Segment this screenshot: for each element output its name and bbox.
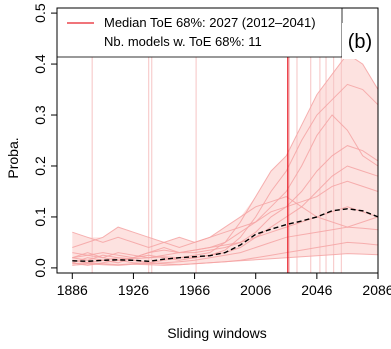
model-line <box>72 196 379 249</box>
y-tick-label: 0.2 <box>32 156 48 176</box>
model-line <box>72 226 379 266</box>
model-line <box>72 253 379 266</box>
legend-entry-1: Median ToE 68%: 2027 (2012–2041) <box>104 15 316 30</box>
y-axis: 0.0 0.1 0.2 0.3 0.4 0.5 <box>32 3 57 278</box>
model-line <box>72 206 379 259</box>
model-line <box>72 114 379 259</box>
uncertainty-band <box>72 53 379 266</box>
y-tick-label: 0.3 <box>32 105 48 125</box>
x-tick-label: 2086 <box>362 282 391 298</box>
y-tick-label: 0.0 <box>32 258 48 278</box>
x-axis-title: Sliding windows <box>167 325 267 341</box>
x-tick-label: 1886 <box>57 282 88 298</box>
y-tick-label: 0.1 <box>32 207 48 227</box>
x-tick-label: 2006 <box>240 282 271 298</box>
legend: Median ToE 68%: 2027 (2012–2041) Nb. mod… <box>56 7 343 58</box>
band-area <box>72 53 379 266</box>
x-tick-label: 1926 <box>118 282 149 298</box>
x-axis: 1886 1926 1966 2006 2046 2086 <box>57 273 391 298</box>
y-axis-title: Proba. <box>5 137 21 178</box>
panel-label-box <box>342 23 379 59</box>
model-line <box>72 180 379 249</box>
median-curve <box>72 208 379 263</box>
legend-entry-2: Nb. models w. ToE 68%: 11 <box>104 34 262 49</box>
y-tick-label: 0.4 <box>32 54 48 74</box>
x-tick-label: 2046 <box>301 282 332 298</box>
x-tick-label: 1966 <box>179 282 210 298</box>
plot-frame <box>56 7 379 274</box>
y-tick-label: 0.5 <box>32 3 48 23</box>
panel-label: (b) <box>348 31 372 53</box>
